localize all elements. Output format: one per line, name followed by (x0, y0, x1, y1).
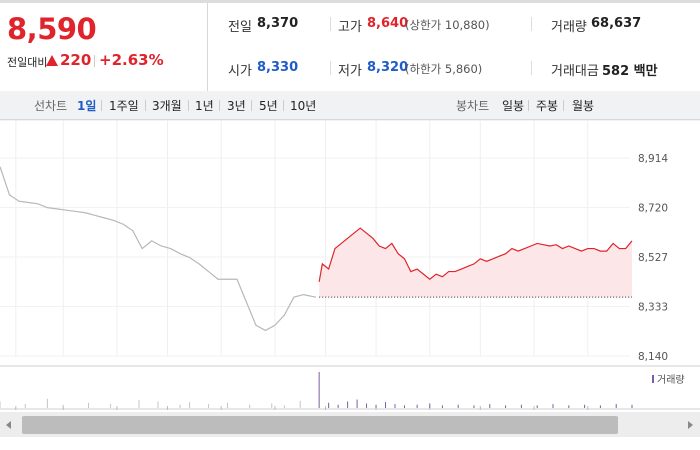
tab-5y[interactable]: 5년 (259, 99, 278, 113)
divider (145, 100, 146, 111)
divider (219, 100, 220, 111)
divider (283, 100, 284, 111)
tab-daily[interactable]: 일봉 (502, 99, 525, 113)
volume-legend-label: 거래량 (657, 374, 685, 386)
y-tick-label: 8,527 (638, 252, 668, 264)
scroll-right-icon[interactable] (688, 421, 693, 429)
divider (101, 100, 102, 111)
divider (330, 61, 331, 75)
high-value: 8,640 (367, 16, 409, 31)
amount-label: 거래대금 (551, 64, 599, 79)
scroll-left-icon[interactable] (6, 421, 11, 429)
y-tick-label: 8,720 (638, 203, 668, 215)
tab-3y[interactable]: 3년 (227, 99, 246, 113)
divider (531, 17, 532, 31)
tab-1y[interactable]: 1년 (195, 99, 214, 113)
up-arrow-icon (46, 55, 58, 66)
open-value: 8,330 (257, 60, 299, 75)
y-tick-label: 8,333 (638, 302, 668, 314)
line-chart-label: 선차트 (34, 99, 68, 113)
y-tick-label: 8,914 (638, 153, 668, 165)
bottom-area (0, 437, 700, 450)
low-label: 저가 (338, 64, 362, 79)
divider (94, 55, 95, 67)
divider (188, 100, 189, 111)
y-tick-label: 8,140 (638, 351, 668, 363)
tab-monthly[interactable]: 월봉 (572, 99, 595, 113)
amount-value: 582 백만 (602, 64, 658, 79)
divider (207, 3, 208, 91)
prev-close-label: 전일 (228, 20, 252, 35)
timeframe-bar (0, 91, 700, 120)
change-value: 220 (60, 51, 92, 69)
volume-label: 거래량 (551, 20, 587, 35)
open-label: 시가 (228, 64, 252, 79)
change-percent: +2.63% (99, 51, 164, 69)
upper-limit: (상한가 10,880) (405, 18, 490, 32)
top-border (0, 0, 700, 3)
tab-weekly[interactable]: 주봉 (536, 99, 559, 113)
change-label: 전일대비 (7, 56, 48, 69)
current-price: 8,590 (7, 12, 97, 46)
price-chart: 8,914 8,720 8,527 8,333 8,140 거래량 (0, 120, 700, 410)
tab-1d[interactable]: 1일 (77, 99, 97, 113)
today-line (318, 227, 633, 282)
prev-day-line (0, 166, 317, 332)
lower-limit: (하한가 5,860) (405, 62, 483, 76)
divider (251, 100, 252, 111)
high-label: 고가 (338, 20, 362, 35)
low-value: 8,320 (367, 60, 409, 75)
divider (531, 61, 532, 75)
divider (330, 17, 331, 31)
divider (563, 100, 564, 111)
scrollbar-thumb[interactable] (22, 416, 618, 434)
tab-10y[interactable]: 10년 (290, 99, 317, 113)
tab-1w[interactable]: 1주일 (109, 99, 139, 113)
volume-legend-swatch (652, 375, 654, 383)
volume-value: 68,637 (591, 16, 642, 31)
tab-3m[interactable]: 3개월 (152, 99, 182, 113)
prev-close-value: 8,370 (257, 16, 299, 31)
candle-chart-label: 봉차트 (456, 99, 490, 113)
divider (528, 100, 529, 111)
